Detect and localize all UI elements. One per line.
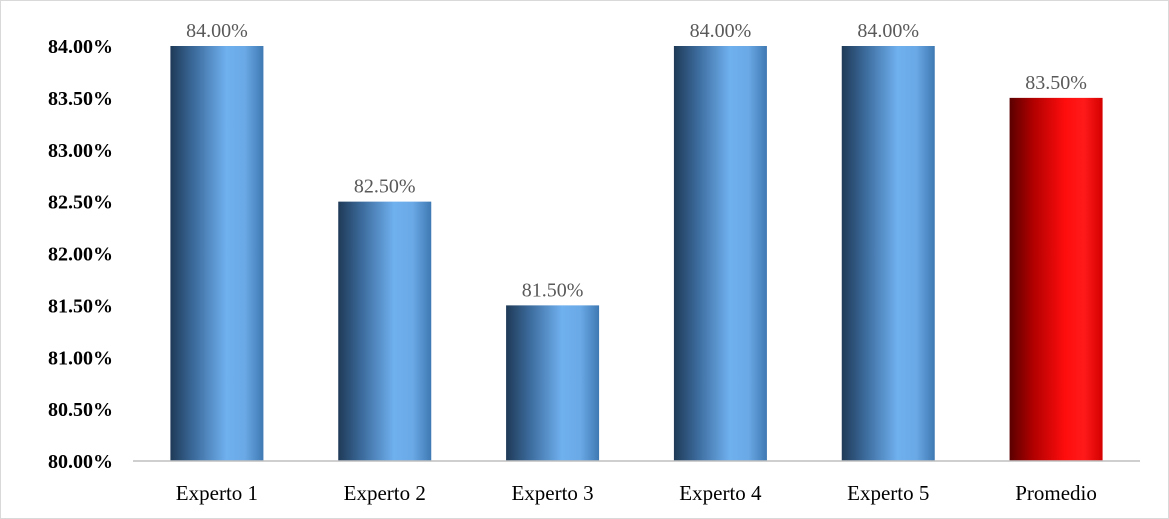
data-labels-group: 84.00% 82.50% 81.50% 84.00% 84.00% 83.50%: [186, 20, 1087, 301]
data-label: 84.00%: [186, 20, 248, 42]
bar: [506, 305, 600, 461]
bar: [338, 201, 432, 461]
y-tick-label: 82.00%: [48, 244, 113, 266]
y-tick-label: 81.50%: [48, 295, 113, 317]
x-tick-label: Promedio: [1015, 481, 1097, 505]
data-label: 84.00%: [857, 20, 919, 42]
x-axis-labels: Experto 1 Experto 2 Experto 3 Experto 4 Expe…: [176, 481, 1097, 505]
bar: [673, 46, 767, 461]
x-tick-label: Experto 5: [847, 481, 929, 505]
data-label: 83.50%: [1025, 72, 1087, 94]
x-tick-label: Experto 1: [176, 481, 258, 505]
y-axis-ticks: 80.00% 80.50% 81.00% 81.50% 82.00% 82.50% 83.0…: [48, 36, 113, 473]
data-label: 81.50%: [522, 279, 584, 301]
y-tick-label: 80.50%: [48, 399, 113, 421]
y-tick-label: 84.00%: [48, 36, 113, 58]
data-label: 82.50%: [354, 176, 416, 198]
bar: [170, 46, 264, 461]
y-tick-label: 83.00%: [48, 140, 113, 162]
data-label: 84.00%: [690, 20, 752, 42]
bar: [841, 46, 935, 461]
x-tick-label: Experto 4: [679, 481, 762, 505]
bar-promedio: [1009, 97, 1103, 461]
y-tick-label: 83.50%: [48, 88, 113, 110]
y-tick-label: 81.00%: [48, 347, 113, 369]
x-tick-label: Experto 2: [344, 481, 426, 505]
y-tick-label: 80.00%: [48, 451, 113, 473]
y-tick-label: 82.50%: [48, 192, 113, 214]
bars-group: [170, 46, 1103, 461]
x-tick-label: Experto 3: [511, 481, 593, 505]
